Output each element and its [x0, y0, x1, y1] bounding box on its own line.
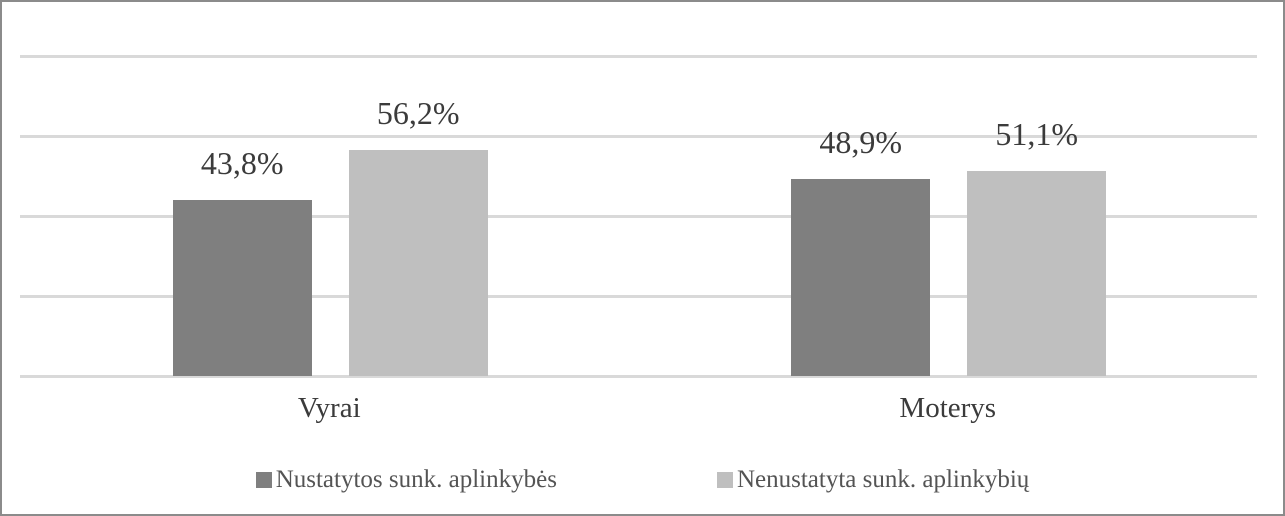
- bar-value-label-moterys-series1: 51,1%: [995, 116, 1079, 152]
- legend-item-nenustatyta: Nenustatyta sunk. aplinkybių: [716, 466, 1030, 494]
- bar-value-label-moterys-series0: 48,9%: [819, 124, 903, 160]
- category-label-moterys: Moterys: [899, 392, 997, 424]
- gridline-60pct: [20, 135, 1257, 138]
- gridline-40pct: [20, 215, 1257, 218]
- legend-item-nustatytos: Nustatytos sunk. aplinkybės: [255, 466, 557, 494]
- gridline-20pct: [20, 295, 1257, 298]
- bar-vyrai-series0: [172, 200, 312, 376]
- chart-legend: Nustatytos sunk. aplinkybės Nenustatyta …: [2, 460, 1283, 500]
- legend-label-nenustatyta: Nenustatyta sunk. aplinkybių: [736, 466, 1030, 493]
- bar-value-label-vyrai-series0: 43,8%: [200, 145, 284, 181]
- bar-vyrai-series1: [348, 150, 488, 376]
- legend-label-nustatytos: Nustatytos sunk. aplinkybės: [275, 466, 557, 493]
- gridline-80pct: [20, 55, 1257, 58]
- legend-swatch-dark: [255, 472, 272, 488]
- bar-moterys-series0: [791, 179, 931, 376]
- gridline-0pct: [20, 375, 1257, 378]
- category-label-vyrai: Vyrai: [297, 392, 361, 424]
- legend-swatch-light: [716, 472, 733, 488]
- bar-value-label-vyrai-series1: 56,2%: [376, 95, 460, 131]
- bar-moterys-series1: [967, 171, 1107, 376]
